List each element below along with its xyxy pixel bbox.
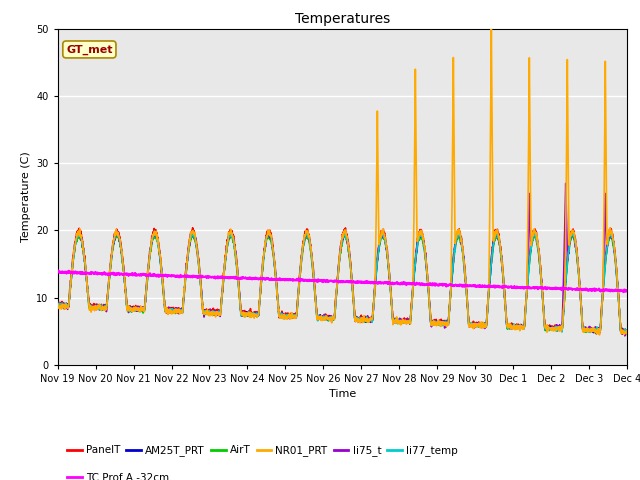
TC Prof A -32cm	[371, 280, 379, 286]
Line: TC Prof A -32cm: TC Prof A -32cm	[58, 270, 627, 292]
AM25T_PRT	[530, 228, 538, 234]
PanelT	[623, 327, 631, 333]
AirT	[213, 309, 221, 315]
NR01_PRT	[371, 271, 379, 277]
li75_t	[623, 327, 631, 333]
AM25T_PRT	[573, 254, 581, 260]
PanelT	[359, 316, 367, 322]
Line: li75_t: li75_t	[58, 183, 627, 336]
NR01_PRT	[54, 303, 61, 309]
AM25T_PRT	[623, 331, 631, 337]
li77_temp	[371, 280, 379, 286]
Line: AM25T_PRT: AM25T_PRT	[58, 231, 627, 334]
AirT	[188, 231, 196, 237]
li77_temp	[359, 315, 367, 321]
TC Prof A -32cm	[589, 287, 596, 293]
PanelT	[54, 303, 61, 309]
NR01_PRT	[359, 320, 367, 325]
AirT	[372, 279, 380, 285]
li75_t	[508, 326, 516, 332]
Title: Temperatures: Temperatures	[295, 12, 390, 26]
PanelT	[589, 325, 596, 331]
li77_temp	[589, 327, 596, 333]
TC Prof A -32cm	[573, 287, 580, 292]
PanelT	[573, 249, 581, 254]
TC Prof A -32cm	[359, 279, 367, 285]
TC Prof A -32cm	[620, 289, 627, 295]
AM25T_PRT	[359, 315, 367, 321]
li77_temp	[623, 328, 631, 334]
Line: PanelT: PanelT	[58, 228, 627, 334]
AirT	[589, 327, 596, 333]
li77_temp	[620, 330, 627, 336]
AirT	[508, 325, 516, 331]
TC Prof A -32cm	[54, 267, 61, 273]
Y-axis label: Temperature (C): Temperature (C)	[20, 151, 31, 242]
li77_temp	[573, 254, 581, 260]
TC Prof A -32cm	[212, 275, 220, 281]
AM25T_PRT	[589, 327, 596, 333]
li75_t	[359, 318, 367, 324]
NR01_PRT	[508, 324, 516, 330]
li75_t	[562, 180, 570, 186]
li77_temp	[508, 323, 516, 328]
NR01_PRT	[589, 328, 596, 334]
AirT	[54, 304, 61, 310]
AM25T_PRT	[508, 324, 516, 329]
li75_t	[54, 303, 61, 309]
li75_t	[371, 282, 379, 288]
li75_t	[589, 329, 596, 335]
AM25T_PRT	[623, 329, 631, 335]
Text: GT_met: GT_met	[66, 44, 113, 55]
li77_temp	[531, 227, 538, 233]
PanelT	[593, 331, 600, 337]
Line: AirT: AirT	[58, 234, 627, 335]
X-axis label: Time: Time	[329, 389, 356, 399]
Line: li77_temp: li77_temp	[58, 230, 627, 333]
NR01_PRT	[488, 26, 495, 32]
NR01_PRT	[623, 329, 631, 335]
TC Prof A -32cm	[508, 285, 516, 291]
PanelT	[508, 325, 516, 331]
AirT	[359, 318, 367, 324]
AM25T_PRT	[212, 309, 220, 315]
AM25T_PRT	[371, 280, 379, 286]
Legend: TC Prof A -32cm: TC Prof A -32cm	[63, 469, 173, 480]
PanelT	[372, 277, 380, 283]
li75_t	[573, 255, 581, 261]
NR01_PRT	[212, 309, 220, 314]
li75_t	[212, 309, 220, 315]
NR01_PRT	[573, 252, 581, 257]
li77_temp	[212, 311, 220, 317]
Line: NR01_PRT: NR01_PRT	[58, 29, 627, 335]
AirT	[573, 255, 581, 261]
PanelT	[189, 225, 196, 231]
li75_t	[621, 333, 628, 339]
AM25T_PRT	[54, 304, 61, 310]
TC Prof A -32cm	[623, 288, 631, 294]
AirT	[623, 332, 631, 337]
NR01_PRT	[596, 332, 604, 338]
li77_temp	[54, 302, 61, 308]
PanelT	[213, 310, 221, 315]
